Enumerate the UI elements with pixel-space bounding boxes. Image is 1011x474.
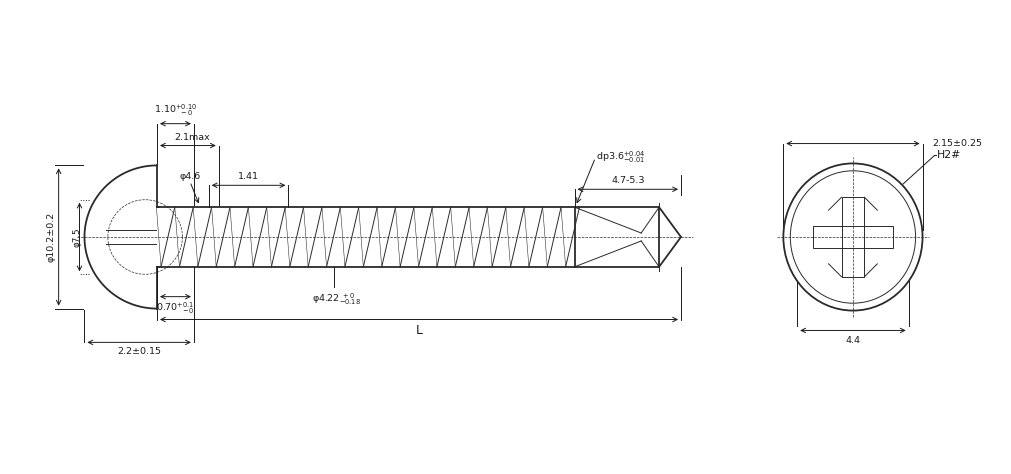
Text: L: L <box>416 325 423 337</box>
Text: φ4.22$^{\ +0}_{-0.18}$: φ4.22$^{\ +0}_{-0.18}$ <box>311 292 361 307</box>
Text: 4.7-5.3: 4.7-5.3 <box>611 176 645 185</box>
Text: φ7.5: φ7.5 <box>72 227 81 247</box>
Text: 0.70$^{+0.1}_{\ \ -0}$: 0.70$^{+0.1}_{\ \ -0}$ <box>156 301 195 316</box>
Text: 2.15±0.25: 2.15±0.25 <box>932 139 983 148</box>
Text: 4.4: 4.4 <box>845 337 860 346</box>
Text: 2.1max: 2.1max <box>174 133 209 142</box>
Text: φ10.2±0.2: φ10.2±0.2 <box>47 212 56 262</box>
Text: dp3.6$^{+0.04}_{-0.01}$: dp3.6$^{+0.04}_{-0.01}$ <box>596 150 646 165</box>
Text: H2#: H2# <box>936 150 960 161</box>
Text: $1.10^{+0.10}_{\ \ -0}$: $1.10^{+0.10}_{\ \ -0}$ <box>154 102 197 118</box>
Text: φ4.6: φ4.6 <box>179 173 200 182</box>
Text: 1.41: 1.41 <box>238 173 259 182</box>
Text: 2.2±0.15: 2.2±0.15 <box>117 347 161 356</box>
